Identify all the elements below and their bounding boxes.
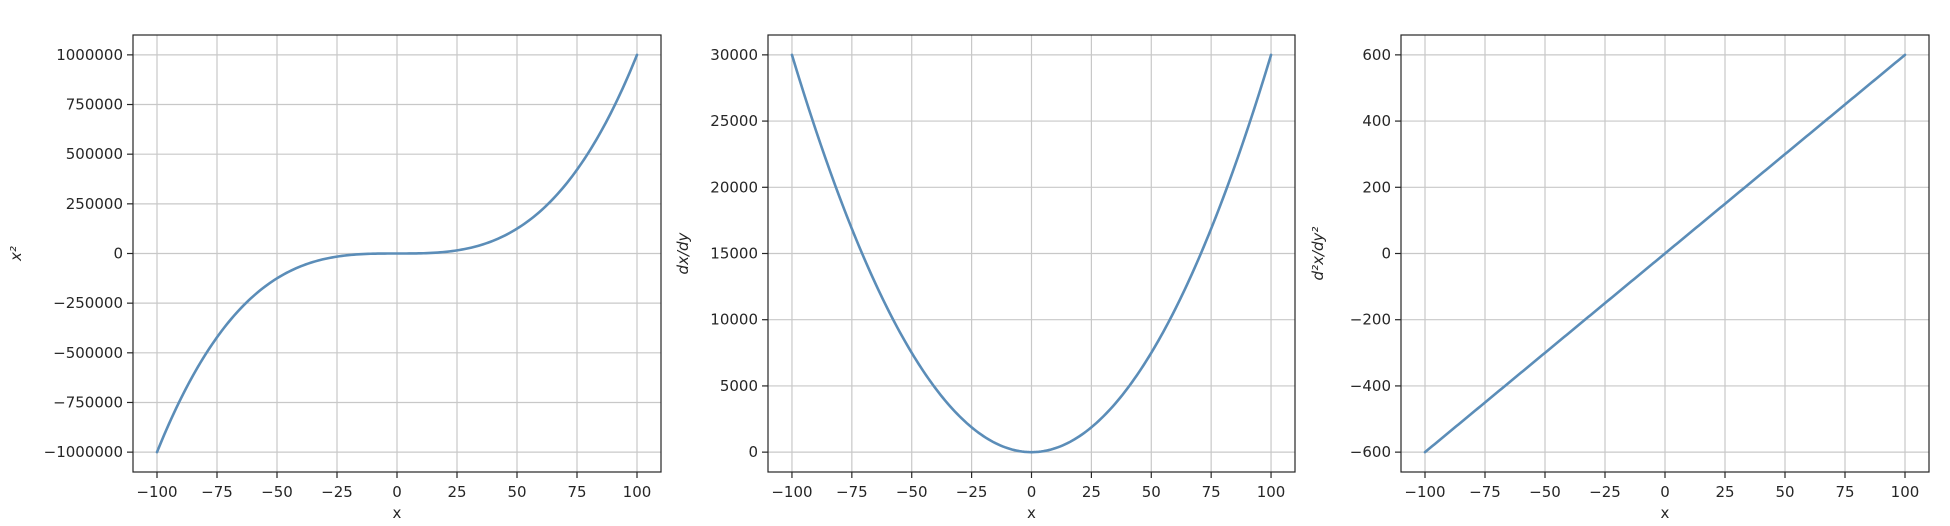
y-tick-label: 10000 (710, 311, 758, 329)
y-tick-label: 25000 (710, 112, 758, 130)
y-tick-label: 500000 (66, 145, 123, 163)
x-tick-label: −50 (896, 483, 928, 501)
y-axis-label: dx/dy (674, 231, 692, 274)
x-tick-label: 25 (1082, 483, 1101, 501)
subplot-first-derivative: −100 −75 −50 −25 0 25 50 75 100 0 5000 10000 15000 20… (674, 34, 1296, 522)
x-tick-label: 50 (1142, 483, 1161, 501)
y-tick-label: 400 (1362, 112, 1391, 130)
x-tick-label: 0 (1660, 483, 1670, 501)
y-tick-label: 600 (1362, 46, 1391, 64)
y-tick-label: 750000 (66, 96, 123, 114)
y-tick-label: 0 (1381, 245, 1391, 263)
y-tick-label: −1000000 (44, 443, 123, 461)
x-tick-label: −25 (956, 483, 988, 501)
y-tick-label: −600 (1350, 443, 1391, 461)
x-tick-label: −100 (136, 483, 177, 501)
x-tick-label: 75 (1202, 483, 1221, 501)
subplot-second-derivative: −100 −75 −50 −25 0 25 50 75 100 −600 −400 −200 0 200 4… (1309, 34, 1930, 522)
x-axis-label: x (1027, 504, 1036, 522)
y-tick-label: −400 (1350, 377, 1391, 395)
x-tick-label: 0 (392, 483, 402, 501)
x-tick-label: 100 (623, 483, 652, 501)
y-tick-label: 1000000 (56, 46, 123, 64)
x-tick-label: −25 (1589, 483, 1621, 501)
x-tick-label: −50 (1529, 483, 1561, 501)
x-axis-label: x (1661, 504, 1670, 522)
series-line (790, 53, 1273, 454)
x-tick-label: 75 (567, 483, 586, 501)
x-tick-label: 25 (1715, 483, 1734, 501)
x-tick-label: −100 (1404, 483, 1445, 501)
x-tick-label: −25 (321, 483, 353, 501)
y-tick-label: 15000 (710, 245, 758, 263)
x-tick-label: −75 (836, 483, 868, 501)
y-tick-label: 0 (113, 245, 123, 263)
y-axis-label: d²x/dy² (1309, 227, 1327, 281)
x-tick-label: −75 (1469, 483, 1501, 501)
subplot-cubic: −100 −75 −50 −25 0 25 50 75 100 −1000000 −750000 −5… (7, 34, 662, 522)
y-tick-label: −750000 (53, 393, 123, 411)
y-tick-label: 0 (748, 443, 758, 461)
series-line (1423, 53, 1907, 454)
x-tick-label: −50 (261, 483, 293, 501)
y-tick-label: 200 (1362, 178, 1391, 196)
x-tick-label: 50 (507, 483, 526, 501)
x-tick-label: −100 (771, 483, 812, 501)
x-tick-label: 50 (1775, 483, 1794, 501)
x-tick-label: 0 (1027, 483, 1037, 501)
y-tick-label: −200 (1350, 311, 1391, 329)
x-tick-label: 100 (1891, 483, 1920, 501)
y-tick-label: 250000 (66, 195, 123, 213)
x-tick-label: 100 (1257, 483, 1286, 501)
y-tick-label: 20000 (710, 178, 758, 196)
series-line (155, 53, 639, 454)
x-tick-label: 75 (1835, 483, 1854, 501)
x-tick-label: 25 (447, 483, 466, 501)
y-axis-label: x² (7, 246, 25, 262)
y-tick-label: 30000 (710, 46, 758, 64)
x-tick-label: −75 (201, 483, 233, 501)
y-tick-label: −250000 (53, 294, 123, 312)
y-tick-label: 5000 (720, 377, 758, 395)
x-axis-label: x (393, 504, 402, 522)
y-tick-label: −500000 (53, 344, 123, 362)
